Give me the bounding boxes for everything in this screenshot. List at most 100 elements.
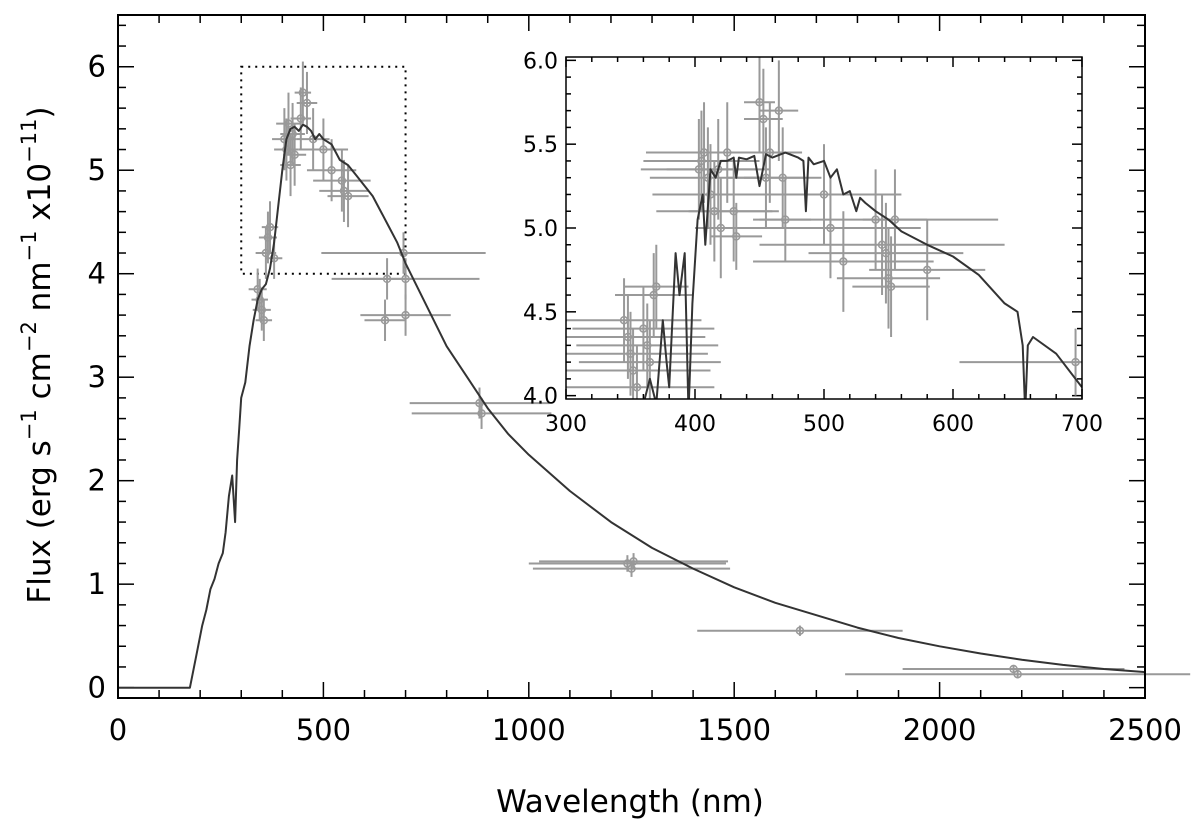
point-marker bbox=[263, 233, 273, 242]
point-marker bbox=[343, 191, 353, 201]
y-title-exp-c: −1 bbox=[17, 231, 41, 262]
x-tick-label: 500 bbox=[296, 713, 351, 747]
y-title-erg: (erg s bbox=[22, 440, 58, 529]
point-marker bbox=[645, 357, 655, 367]
inset-plot-frame bbox=[565, 56, 1083, 400]
point-marker bbox=[319, 145, 328, 154]
x-tick-label: 600 bbox=[932, 412, 974, 437]
point-marker bbox=[629, 557, 638, 566]
y-title-exp-a: −1 bbox=[17, 409, 41, 440]
point-marker bbox=[259, 316, 269, 325]
y-title-x10: x10 bbox=[22, 163, 58, 221]
main-zoom-box bbox=[240, 65, 407, 275]
point-marker bbox=[632, 383, 642, 392]
point-marker bbox=[716, 223, 726, 233]
point-marker bbox=[723, 148, 732, 157]
point-marker bbox=[890, 215, 900, 224]
y-tick-label: 0 bbox=[88, 671, 106, 705]
y-title-close: ) bbox=[22, 106, 58, 118]
point-marker bbox=[819, 190, 829, 199]
point-marker bbox=[477, 409, 486, 418]
photometry-point bbox=[845, 669, 1191, 679]
point-marker bbox=[826, 223, 835, 233]
y-title-exp-d: −11 bbox=[17, 119, 41, 163]
photometry-point bbox=[959, 328, 1082, 396]
point-marker bbox=[839, 257, 848, 266]
photometry-point bbox=[327, 165, 369, 228]
photometry-point bbox=[360, 294, 451, 336]
x-tick-label: 700 bbox=[1061, 412, 1103, 437]
y-tick-label: 2 bbox=[88, 464, 106, 498]
photometry-point bbox=[296, 71, 318, 135]
point-marker bbox=[1009, 664, 1018, 674]
y-tick-label: 6.0 bbox=[523, 49, 558, 74]
x-tick-label: 2000 bbox=[903, 713, 977, 747]
y-tick-label: 6 bbox=[88, 50, 106, 84]
photometry-point bbox=[532, 560, 731, 577]
photometry-point bbox=[710, 202, 763, 270]
point-marker bbox=[302, 98, 312, 108]
photometry-point bbox=[759, 60, 799, 161]
point-marker bbox=[475, 398, 484, 408]
point-marker bbox=[652, 282, 661, 291]
y-title-exp-b: −2 bbox=[17, 321, 41, 352]
photometry-point bbox=[539, 553, 729, 570]
x-tick-label: 400 bbox=[674, 412, 716, 437]
point-marker bbox=[269, 253, 279, 263]
y-tick-label: 3 bbox=[88, 360, 106, 394]
x-axis-title: Wavelength (nm) bbox=[496, 784, 764, 820]
y-tick-label: 5.0 bbox=[523, 217, 558, 242]
y-tick-label: 5 bbox=[88, 153, 106, 187]
photometry-point bbox=[283, 123, 307, 186]
point-marker bbox=[886, 282, 896, 291]
y-tick-label: 5.5 bbox=[523, 133, 558, 158]
y-tick-label: 4.0 bbox=[523, 385, 558, 410]
zoom-region bbox=[240, 65, 407, 275]
point-marker bbox=[290, 150, 299, 159]
photometry-point bbox=[319, 159, 369, 222]
point-marker bbox=[337, 176, 347, 185]
photometry-point bbox=[852, 236, 930, 337]
photometry-point bbox=[578, 320, 721, 399]
y-tick-label: 1 bbox=[88, 567, 106, 601]
x-tick-label: 500 bbox=[803, 412, 845, 437]
y-title-cm: cm bbox=[22, 352, 58, 399]
point-marker bbox=[774, 106, 784, 115]
point-marker bbox=[296, 114, 306, 123]
photometry-point bbox=[753, 211, 934, 312]
inset-photometry-series bbox=[566, 57, 1082, 399]
point-marker bbox=[380, 316, 390, 325]
y-axis-title-text: Flux (erg s−1 cm−2 nm−1 x10−11) bbox=[17, 106, 58, 603]
main-plot-frame bbox=[117, 14, 1146, 699]
point-marker bbox=[713, 165, 723, 174]
y-axis-title: Flux (erg s−1 cm−2 nm−1 x10−11) bbox=[17, 106, 58, 603]
point-marker bbox=[327, 165, 336, 175]
inset-clip bbox=[566, 57, 1082, 399]
photometry-point bbox=[364, 299, 406, 341]
point-marker bbox=[1071, 357, 1080, 367]
x-tick-label: 1500 bbox=[697, 713, 771, 747]
photometry-point bbox=[255, 299, 273, 341]
inset-tick-labels: 300 400 500 600 700 4.0 4.5 5.0 5.5 6.0 bbox=[523, 49, 1103, 437]
y-tick-label: 4 bbox=[88, 257, 106, 291]
photometry-point bbox=[869, 219, 986, 321]
photometry-point bbox=[737, 102, 803, 203]
point-marker bbox=[401, 310, 410, 320]
point-marker bbox=[257, 305, 267, 315]
main-photometry-series bbox=[248, 61, 1191, 679]
point-marker bbox=[265, 222, 275, 232]
point-marker bbox=[795, 626, 805, 635]
main-tick-labels: 0 500 1000 1500 2000 2500 0 1 2 3 4 5 6 bbox=[88, 50, 1182, 747]
x-tick-label: 1000 bbox=[492, 713, 566, 747]
inset-spectrum-series bbox=[643, 151, 1082, 399]
photometry-point bbox=[411, 397, 552, 429]
point-marker bbox=[759, 114, 768, 124]
x-tick-label: 300 bbox=[545, 412, 587, 437]
photometry-point bbox=[902, 664, 1125, 674]
photometry-point bbox=[276, 92, 301, 155]
spectrum-line bbox=[118, 123, 1146, 689]
x-tick-label: 0 bbox=[109, 713, 127, 747]
point-marker bbox=[732, 232, 741, 241]
point-marker bbox=[401, 274, 410, 284]
point-marker bbox=[627, 564, 636, 573]
